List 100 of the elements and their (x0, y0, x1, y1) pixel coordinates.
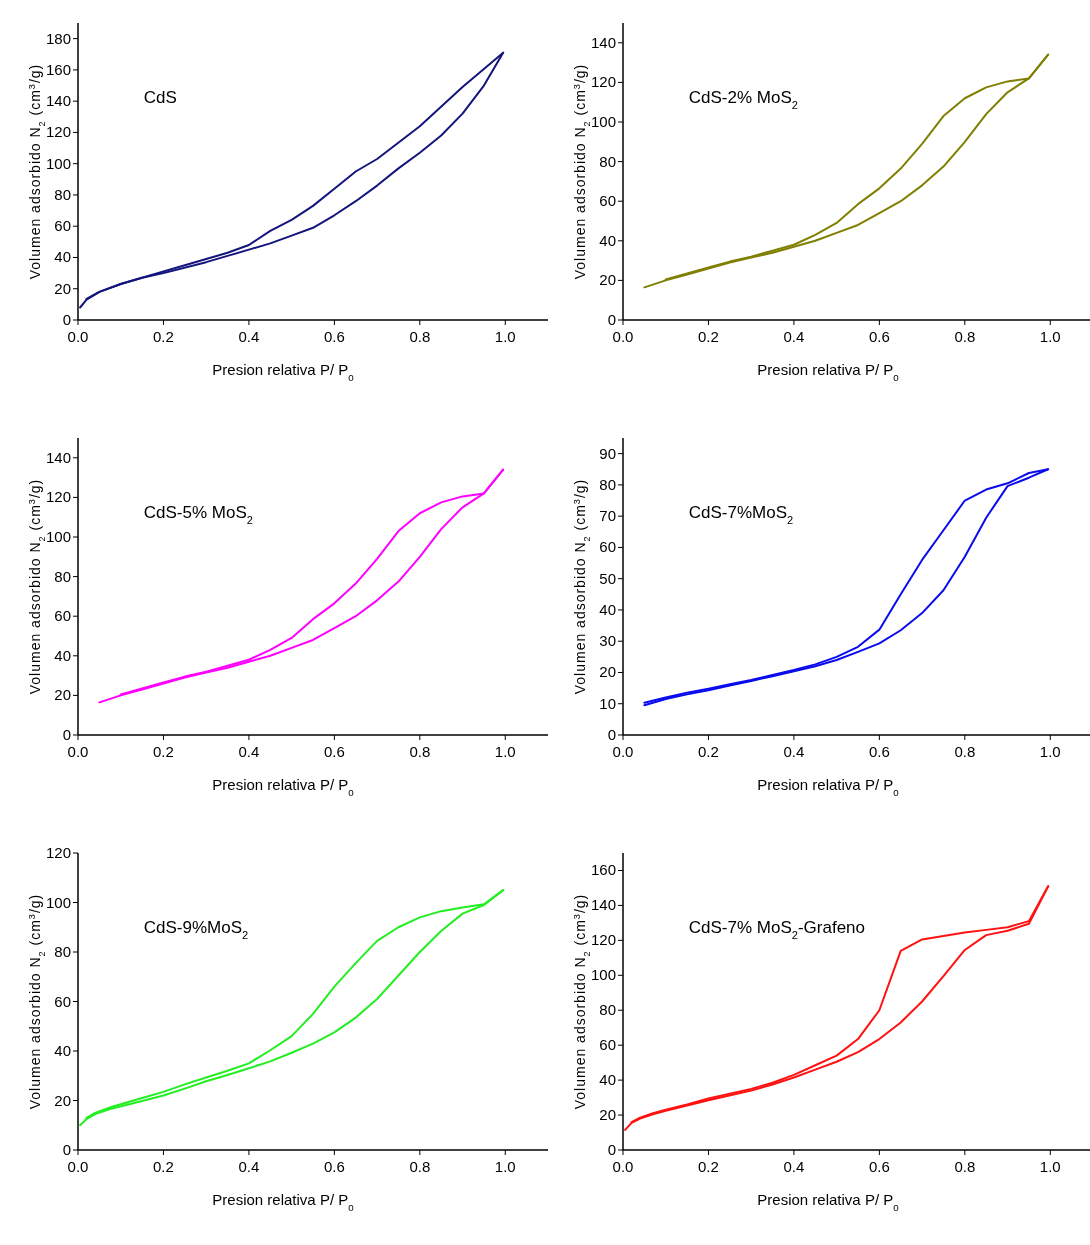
x-axis-title: Presion relativa P/ P$_{0}$ (757, 1191, 900, 1213)
x-tick-label: 0.2 (153, 1158, 174, 1175)
x-axis-title: Presion relativa P/ P$_{0}$ (212, 776, 355, 798)
y-tick-label: 100 (45, 528, 71, 545)
y-tick-label: 40 (599, 1071, 616, 1089)
x-tick-label: 1.0 (1039, 1158, 1061, 1175)
y-tick-label: 80 (599, 1001, 616, 1019)
y-tick-label: 60 (54, 217, 71, 235)
text: CdS-7%MoS$_{2}$ (688, 503, 794, 527)
y-tick-label: 60 (599, 1036, 616, 1054)
x-tick-label: 0.6 (323, 743, 345, 760)
y-tick-label: 0 (62, 1141, 71, 1158)
y-tick-label: 20 (54, 1091, 71, 1109)
y-tick-label: 80 (599, 152, 616, 170)
x-axis-title: Presion relativa P/ P$_{0}$ (757, 361, 900, 383)
y-tick-label: 40 (54, 646, 71, 664)
y-tick-label: 0 (607, 726, 616, 743)
y-tick-label: 0 (62, 311, 71, 328)
y-tick-label: 80 (599, 475, 616, 493)
y-tick-label: 20 (599, 271, 616, 289)
x-tick-label: 0.0 (612, 328, 634, 345)
x-tick-label: 0.2 (153, 328, 174, 345)
x-tick-label: 0.4 (783, 328, 805, 345)
y-tick-label: 40 (54, 248, 71, 266)
x-axis-title: Presion relativa P/ P$_{0}$ (212, 1191, 355, 1213)
x-tick-label: 0.0 (67, 1158, 89, 1175)
x-tick-label: 0.6 (868, 1158, 890, 1175)
x-tick-label: 0.8 (409, 743, 431, 760)
y-tick-label: 180 (45, 29, 71, 47)
text: CdS-2% MoS$_{2}$ (688, 88, 798, 112)
y-tick-label: 140 (45, 92, 71, 110)
x-tick-label: 0.0 (67, 328, 89, 345)
x-tick-label: 0.4 (238, 1158, 260, 1175)
x-tick-label: 0.2 (698, 743, 719, 760)
y-tick-label: 120 (590, 931, 616, 949)
x-tick-label: 1.0 (494, 1158, 516, 1175)
y-tick-label: 30 (599, 632, 616, 650)
y-tick-label: 100 (590, 113, 616, 130)
x-tick-label: 0.8 (954, 1158, 976, 1175)
y-tick-label: 120 (45, 123, 71, 141)
y-tick-label: 160 (590, 861, 616, 879)
y-tick-label: 0 (607, 1141, 616, 1158)
x-tick-label: 0.4 (783, 1158, 805, 1175)
x-tick-label: 1.0 (494, 328, 516, 345)
y-tick-label: 140 (45, 448, 71, 466)
x-tick-label: 1.0 (1039, 328, 1061, 345)
x-tick-label: 0.0 (612, 743, 634, 760)
text: CdS-9%MoS$_{2}$ (143, 918, 249, 942)
x-tick-label: 0.6 (868, 743, 890, 760)
y-tick-label: 80 (54, 567, 71, 585)
y-tick-label: 40 (599, 600, 616, 618)
x-tick-label: 0.8 (409, 328, 431, 345)
y-tick-label: 100 (45, 893, 71, 911)
y-tick-label: 50 (599, 569, 616, 587)
y-tick-label: 40 (599, 231, 616, 249)
x-tick-label: 0.8 (409, 1158, 431, 1175)
y-tick-label: 70 (599, 507, 616, 525)
y-tick-label: 60 (54, 992, 71, 1010)
x-axis-title: Presion relativa P/ P$_{0}$ (212, 361, 355, 383)
x-tick-label: 0.2 (153, 743, 174, 760)
x-tick-label: 0.6 (868, 328, 890, 345)
y-tick-label: 20 (54, 279, 71, 297)
x-tick-label: 0.6 (323, 328, 345, 345)
y-tick-label: 120 (45, 844, 71, 861)
x-tick-label: 0.0 (67, 743, 89, 760)
x-tick-label: 1.0 (1039, 743, 1061, 760)
y-tick-label: 0 (62, 726, 71, 743)
y-tick-label: 10 (599, 694, 616, 712)
y-tick-label: 0 (607, 311, 616, 328)
x-tick-label: 0.2 (698, 1158, 719, 1175)
y-tick-label: 100 (590, 966, 616, 984)
y-tick-label: 90 (599, 444, 616, 462)
y-tick-label: 60 (599, 192, 616, 210)
y-tick-label: 80 (54, 185, 71, 203)
x-tick-label: 1.0 (494, 743, 516, 760)
y-tick-label: 20 (599, 1106, 616, 1124)
x-tick-label: 0.6 (323, 1158, 345, 1175)
x-tick-label: 0.4 (238, 328, 260, 345)
text: CdS (143, 88, 177, 108)
y-tick-label: 120 (45, 488, 71, 506)
x-tick-label: 0.8 (954, 328, 976, 345)
x-tick-label: 0.0 (612, 1158, 634, 1175)
y-tick-label: 60 (54, 607, 71, 625)
text: CdS-5% MoS$_{2}$ (143, 503, 253, 527)
y-tick-label: 20 (599, 663, 616, 681)
text: CdS-7% MoS$_{2}$-Grafeno (688, 918, 866, 942)
y-tick-label: 80 (54, 943, 71, 960)
y-tick-label: 100 (45, 154, 71, 172)
x-tick-label: 0.4 (783, 743, 805, 760)
y-tick-label: 140 (590, 33, 616, 51)
x-axis-title: Presion relativa P/ P$_{0}$ (757, 776, 900, 798)
x-tick-label: 0.8 (954, 743, 976, 760)
x-tick-label: 0.4 (238, 743, 260, 760)
y-tick-label: 20 (54, 686, 71, 704)
x-tick-label: 0.2 (698, 328, 719, 345)
y-tick-label: 140 (590, 896, 616, 914)
y-tick-label: 120 (590, 73, 616, 91)
y-tick-label: 60 (599, 538, 616, 556)
y-tick-label: 40 (54, 1042, 71, 1059)
y-tick-label: 160 (45, 60, 71, 78)
